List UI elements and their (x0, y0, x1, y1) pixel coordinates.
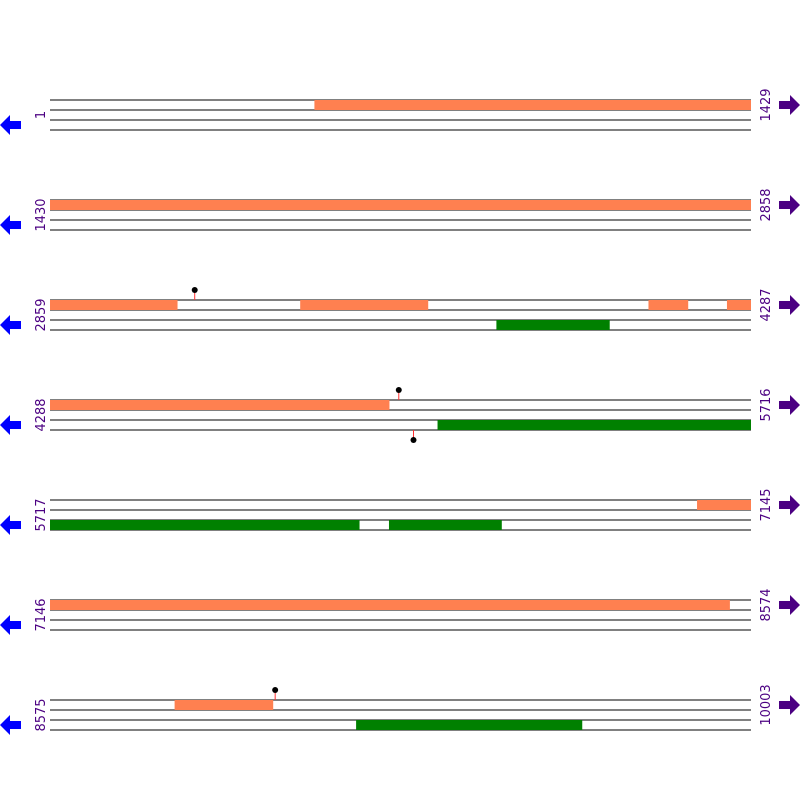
arrow-left-icon (0, 315, 21, 335)
end-position-label: 8574 (759, 588, 774, 621)
arrow-right-icon (779, 695, 800, 715)
track-row: 1430 2858 (0, 188, 800, 235)
arrow-right-icon (779, 495, 800, 515)
arrow-left-icon (0, 615, 21, 635)
forward-feature-bar[interactable] (50, 300, 178, 310)
reverse-feature-bar[interactable] (50, 520, 360, 530)
reverse-feature-bar[interactable] (496, 320, 610, 330)
arrow-left-icon (0, 215, 21, 235)
track-row: 5717 7145 (0, 488, 800, 535)
site-marker-dot[interactable] (395, 387, 402, 393)
forward-feature-bar[interactable] (50, 200, 751, 210)
arrow-right-icon (779, 95, 800, 115)
forward-feature-bar[interactable] (174, 700, 274, 710)
forward-feature-bar[interactable] (50, 600, 730, 610)
end-position-label: 5716 (759, 388, 774, 421)
track-row: 2859 4287 (0, 287, 800, 335)
start-position-label: 4288 (34, 398, 49, 431)
arrow-left-icon (0, 515, 21, 535)
arrow-left-icon (0, 715, 21, 735)
forward-feature-bar[interactable] (300, 300, 429, 310)
site-marker-dot[interactable] (191, 287, 198, 293)
track-row: 4288 5716 (0, 387, 800, 443)
track-row: 7146 8574 (0, 588, 800, 635)
end-position-label: 4287 (759, 288, 774, 321)
start-position-label: 1 (34, 111, 49, 119)
end-position-label: 10003 (759, 684, 774, 725)
arrow-right-icon (779, 295, 800, 315)
end-position-label: 2858 (759, 188, 774, 221)
forward-feature-bar[interactable] (648, 300, 689, 310)
arrow-left-icon (0, 415, 21, 435)
forward-feature-bar[interactable] (50, 400, 390, 410)
site-marker-dot[interactable] (272, 687, 279, 693)
end-position-label: 7145 (759, 488, 774, 521)
track-row: 8575 10003 (0, 684, 800, 735)
start-position-label: 7146 (34, 598, 49, 631)
start-position-label: 1430 (34, 198, 49, 231)
forward-feature-bar[interactable] (314, 100, 751, 110)
forward-feature-bar[interactable] (697, 500, 751, 510)
site-marker-dot[interactable] (410, 437, 417, 443)
arrow-right-icon (779, 395, 800, 415)
track-row: 1 1429 (0, 88, 800, 135)
start-position-label: 8575 (34, 698, 49, 731)
reverse-feature-bar[interactable] (388, 520, 502, 530)
start-position-label: 2859 (34, 298, 49, 331)
forward-feature-bar[interactable] (726, 300, 751, 310)
reverse-feature-bar[interactable] (437, 420, 751, 430)
arrow-right-icon (779, 195, 800, 215)
arrow-right-icon (779, 595, 800, 615)
arrow-left-icon (0, 115, 21, 135)
start-position-label: 5717 (34, 498, 49, 531)
end-position-label: 1429 (759, 88, 774, 121)
reverse-feature-bar[interactable] (356, 720, 583, 730)
